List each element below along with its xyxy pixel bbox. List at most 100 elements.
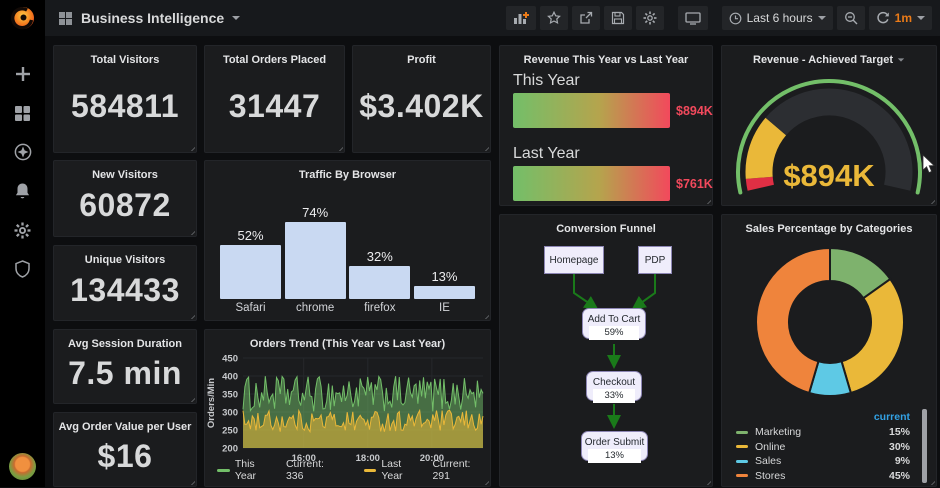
legend-color-dash — [736, 474, 748, 478]
refresh-interval-label[interactable]: 1m — [894, 11, 912, 25]
legend-scrollbar[interactable] — [922, 409, 927, 483]
panel-title[interactable]: Total Visitors — [90, 53, 160, 66]
legend-color-dash — [736, 459, 748, 463]
legend-color-dash — [736, 430, 748, 434]
create-plus-icon[interactable] — [13, 64, 33, 84]
explore-compass-icon[interactable] — [13, 142, 33, 162]
dashboards-icon[interactable] — [13, 103, 33, 123]
add-panel-button[interactable] — [505, 6, 536, 30]
funnel-node-value: 13% — [588, 449, 641, 463]
legend-row-marketing[interactable]: Marketing 15% — [736, 425, 910, 440]
legend-current-value: 45% — [888, 469, 910, 482]
tv-mode-button[interactable] — [677, 6, 708, 30]
save-button[interactable] — [603, 6, 632, 30]
gauge-value: $894K — [783, 158, 875, 193]
legend-category-name: Stores — [755, 469, 786, 482]
funnel-node-homepage[interactable]: Homepage — [544, 246, 604, 274]
legend-category-name: Marketing — [755, 426, 802, 439]
orders-trend-legend: This Year Current: 336 Last Year Current: 2… — [217, 458, 490, 482]
revenue-gauge-chart: $894K — [736, 79, 922, 195]
legend-series-name: Last Year — [381, 458, 403, 482]
dashboard-title-caret-icon[interactable] — [232, 16, 241, 20]
share-button[interactable] — [571, 6, 600, 30]
legend-current-value: Current: 336 — [285, 458, 324, 482]
panel-sales-by-category: Sales Percentage by Categories current M… — [721, 214, 937, 487]
funnel-node-add-to-cart[interactable]: Add To Cart 59% — [582, 308, 646, 340]
funnel-node-label: Checkout — [592, 377, 636, 388]
panel-title[interactable]: Traffic By Browser — [298, 168, 397, 181]
server-admin-shield-icon[interactable] — [13, 259, 33, 279]
legend-row-stores[interactable]: Stores 45% — [736, 469, 910, 484]
panel-title[interactable]: Avg Session Duration — [68, 337, 182, 350]
donut-legend-header[interactable]: current — [873, 411, 910, 423]
stat-value: 60872 — [79, 187, 171, 223]
panel-title[interactable]: Avg Order Value per User — [58, 420, 192, 433]
bar-category-label: firefox — [364, 302, 396, 314]
stat-value: 31447 — [228, 87, 321, 124]
gear-icon — [643, 11, 657, 25]
bar-value-label: 74% — [302, 205, 329, 220]
alerting-bell-icon[interactable] — [13, 181, 33, 201]
panel-revenue-compare: Revenue This Year vs Last Year This Year… — [499, 45, 713, 206]
funnel-node-pdp[interactable]: PDP — [638, 246, 672, 274]
legend-category-name: Sales — [755, 455, 782, 468]
stat-value: 134433 — [70, 271, 180, 308]
panel-title[interactable]: Revenue - Achieved Target — [722, 46, 936, 68]
grafana-logo[interactable] — [0, 0, 45, 36]
panel-title[interactable]: Revenue This Year vs Last Year — [523, 53, 689, 66]
add-panel-icon — [513, 12, 529, 24]
stat-value: $16 — [97, 438, 153, 474]
dashboard-title[interactable]: Business Intelligence — [81, 10, 225, 26]
donut-slice-stores[interactable] — [755, 246, 831, 395]
bar — [220, 244, 281, 299]
user-avatar[interactable] — [9, 453, 36, 480]
save-icon — [611, 11, 624, 25]
svg-text:18:00: 18:00 — [356, 453, 380, 464]
panel-title[interactable]: Profit — [407, 53, 436, 66]
panel-title[interactable]: Total Orders Placed — [222, 53, 327, 66]
svg-text:250: 250 — [222, 426, 238, 437]
svg-text:300: 300 — [222, 408, 238, 419]
traffic-bar-column[interactable]: 52% Safari — [220, 228, 281, 316]
panel-title[interactable]: Conversion Funnel — [556, 222, 656, 235]
svg-text:16:00: 16:00 — [292, 453, 316, 464]
funnel-node-checkout[interactable]: Checkout 33% — [586, 371, 642, 403]
series-label-this-year: This Year — [513, 72, 580, 89]
traffic-bar-column[interactable]: 32% firefox — [349, 249, 411, 316]
panel-title[interactable]: New Visitors — [92, 168, 158, 181]
funnel-node-order-submit[interactable]: Order Submit 13% — [581, 431, 648, 463]
zoom-out-button[interactable] — [836, 6, 865, 30]
sidebar — [0, 36, 45, 487]
time-range-picker[interactable]: Last 6 hours — [721, 6, 833, 30]
toolbar: Last 6 hours 1m — [505, 6, 940, 30]
donut-slice-online[interactable] — [840, 277, 905, 395]
traffic-bar-column[interactable]: 13% IE — [413, 269, 475, 317]
tv-monitor-icon — [684, 12, 701, 25]
svg-text:Orders/Min: Orders/Min — [206, 378, 217, 428]
legend-item[interactable]: This Year Current: 336 — [217, 458, 344, 482]
value-this-year: $894K — [676, 103, 713, 118]
panel-avg-order-value: Avg Order Value per User $16 — [53, 412, 197, 487]
stat-value: 584811 — [70, 87, 179, 124]
grafana-logo-icon — [10, 6, 34, 30]
configuration-gear-icon[interactable] — [13, 220, 33, 240]
panel-avg-session-duration: Avg Session Duration 7.5 min — [53, 329, 197, 404]
panel-title[interactable]: Orders Trend (This Year vs Last Year) — [249, 337, 446, 350]
dashboard-settings-button[interactable] — [635, 6, 664, 30]
legend-item[interactable]: Last Year Current: 291 — [363, 458, 491, 482]
funnel-node-label: Order Submit — [584, 437, 645, 448]
refresh-button[interactable]: 1m — [868, 6, 932, 30]
clock-icon — [729, 12, 742, 24]
star-button[interactable] — [539, 6, 568, 30]
panel-title[interactable]: Unique Visitors — [84, 253, 166, 266]
panel-title[interactable]: Sales Percentage by Categories — [745, 222, 913, 235]
funnel-node-label: PDP — [644, 254, 666, 266]
legend-row-sales[interactable]: Sales 9% — [736, 454, 910, 469]
star-icon — [546, 11, 561, 25]
legend-row-online[interactable]: Online 30% — [736, 440, 910, 455]
legend-color-dash — [363, 468, 377, 472]
panel-traffic-by-browser: Traffic By Browser 52% Safari 74% chrome 32%… — [204, 160, 491, 321]
refresh-caret-icon[interactable] — [917, 16, 925, 20]
traffic-bar-column[interactable]: 74% chrome — [284, 205, 346, 316]
funnel-node-value: 33% — [593, 389, 635, 403]
